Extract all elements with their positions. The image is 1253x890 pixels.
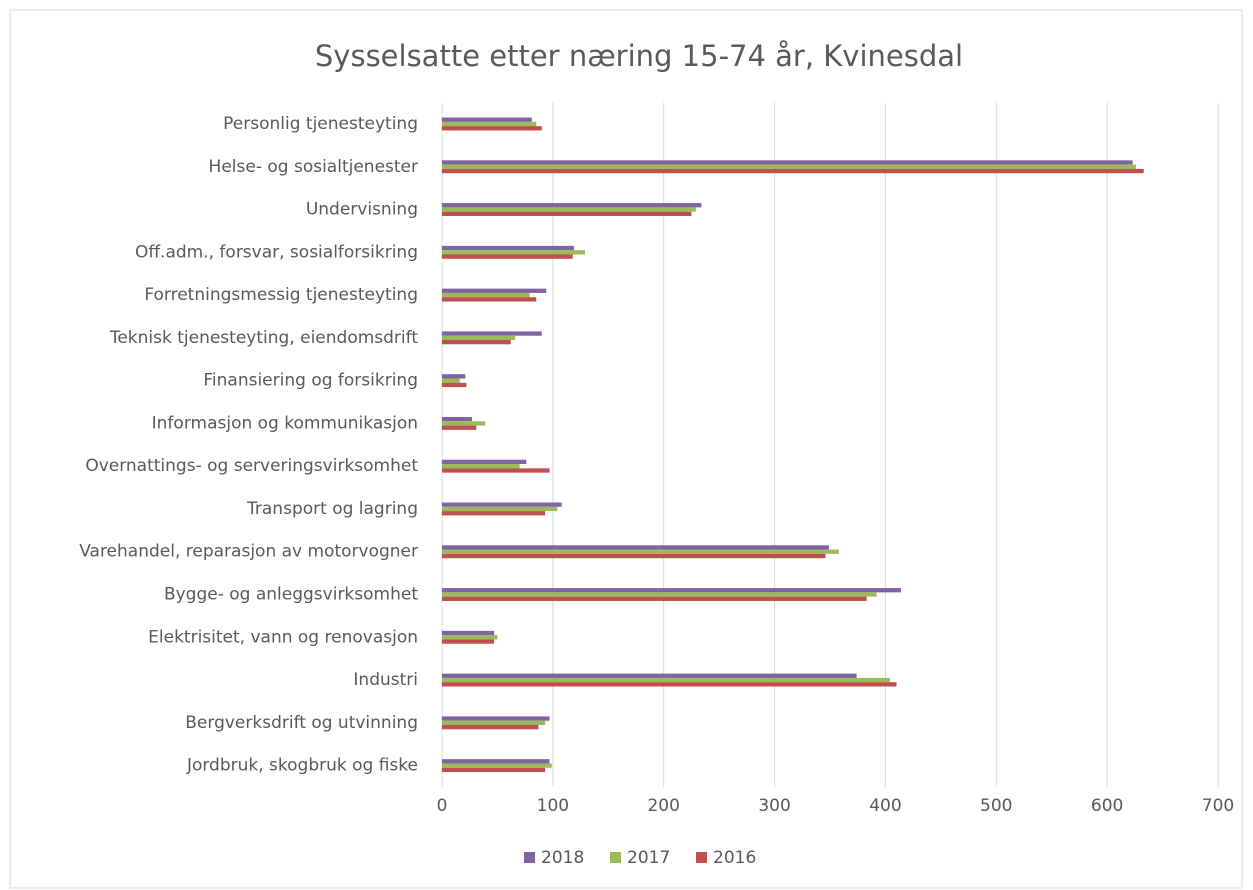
legend-swatch: [610, 852, 621, 863]
bar: [442, 288, 547, 293]
y-tick-label: Varehandel, reparasjon av motorvogner: [79, 542, 418, 562]
bar: [442, 126, 542, 131]
bar: [442, 553, 826, 559]
y-tick-label: Personlig tjenesteyting: [223, 114, 418, 134]
bar: [442, 459, 527, 465]
y-tick-label: Off.adm., forsvar, sosialforsikring: [135, 242, 418, 262]
x-tick-label: 0: [437, 796, 448, 816]
bar: [442, 635, 498, 640]
bar: [442, 211, 692, 216]
y-tick-label: Elektrisitet, vann og renovasjon: [148, 627, 418, 647]
bar: [442, 245, 574, 251]
legend-swatch: [696, 852, 707, 863]
bar: [442, 673, 857, 678]
x-tick-label: 700: [1202, 796, 1234, 816]
bar: [442, 207, 696, 212]
bar: [442, 630, 495, 636]
legend-label: 2016: [713, 848, 756, 868]
bar: [442, 549, 839, 554]
bar: [442, 724, 539, 730]
bar: [442, 506, 558, 512]
y-tick-label: Jordbruk, skogbruk og fiske: [186, 756, 418, 776]
bar: [442, 117, 532, 122]
bar: [442, 421, 486, 426]
bar: [442, 468, 550, 473]
bar: [442, 254, 573, 259]
x-tick-label: 200: [647, 796, 679, 816]
legend-label: 2017: [627, 848, 670, 868]
bar: [442, 168, 1144, 174]
bar: [442, 763, 552, 768]
bar: [442, 164, 1136, 169]
x-tick-label: 300: [758, 796, 790, 816]
legend-swatch: [524, 852, 535, 863]
bar: [442, 374, 466, 379]
bar: [442, 716, 550, 721]
bar: [442, 160, 1133, 165]
bar: [442, 121, 537, 127]
y-tick-label: Industri: [353, 670, 418, 690]
bar: [442, 545, 829, 550]
bar: [442, 639, 495, 644]
bar: [442, 203, 702, 208]
bar: [442, 720, 546, 725]
y-tick-label: Bergverksdrift og utvinning: [185, 713, 418, 733]
y-tick-label: Transport og lagring: [246, 499, 418, 519]
bar: [442, 335, 516, 341]
x-tick-label: 600: [1091, 796, 1123, 816]
y-tick-label: Bygge- og anleggsvirksomhet: [164, 585, 418, 605]
bar: [442, 592, 877, 597]
bar: [442, 511, 546, 516]
bar: [442, 588, 901, 593]
y-tick-label: Helse- og sosialtjenester: [209, 157, 418, 177]
y-tick-label: Forretningsmessig tjenesteyting: [144, 285, 418, 305]
bar: [442, 382, 467, 388]
bar: [442, 340, 511, 345]
bar: [442, 596, 867, 601]
x-tick-label: 500: [980, 796, 1012, 816]
chart-title: Sysselsatte etter næring 15-74 år, Kvine…: [315, 39, 963, 73]
bar: [442, 378, 460, 383]
bar: [442, 292, 530, 298]
bar: [442, 759, 550, 764]
bar: [442, 464, 520, 469]
x-tick-label: 100: [537, 796, 569, 816]
x-tick-label: 400: [869, 796, 901, 816]
bar: [442, 425, 477, 430]
bar: [442, 331, 542, 336]
y-tick-label: Informasjon og kommunikasjon: [152, 413, 418, 433]
bar: [442, 682, 897, 687]
y-tick-label: Undervisning: [306, 200, 418, 220]
y-tick-label: Teknisk tjenesteyting, eiendomsdrift: [109, 328, 419, 348]
y-tick-label: Finansiering og forsikring: [203, 371, 418, 391]
chart-frame: [9, 9, 1243, 889]
legend-label: 2018: [541, 848, 584, 868]
bar: [442, 502, 562, 507]
bar: [442, 250, 586, 255]
bar: [442, 416, 472, 422]
bar: [442, 677, 890, 683]
bar: [442, 767, 546, 773]
y-tick-label: Overnattings- og serveringsvirksomhet: [85, 456, 418, 476]
bar: [442, 297, 537, 302]
